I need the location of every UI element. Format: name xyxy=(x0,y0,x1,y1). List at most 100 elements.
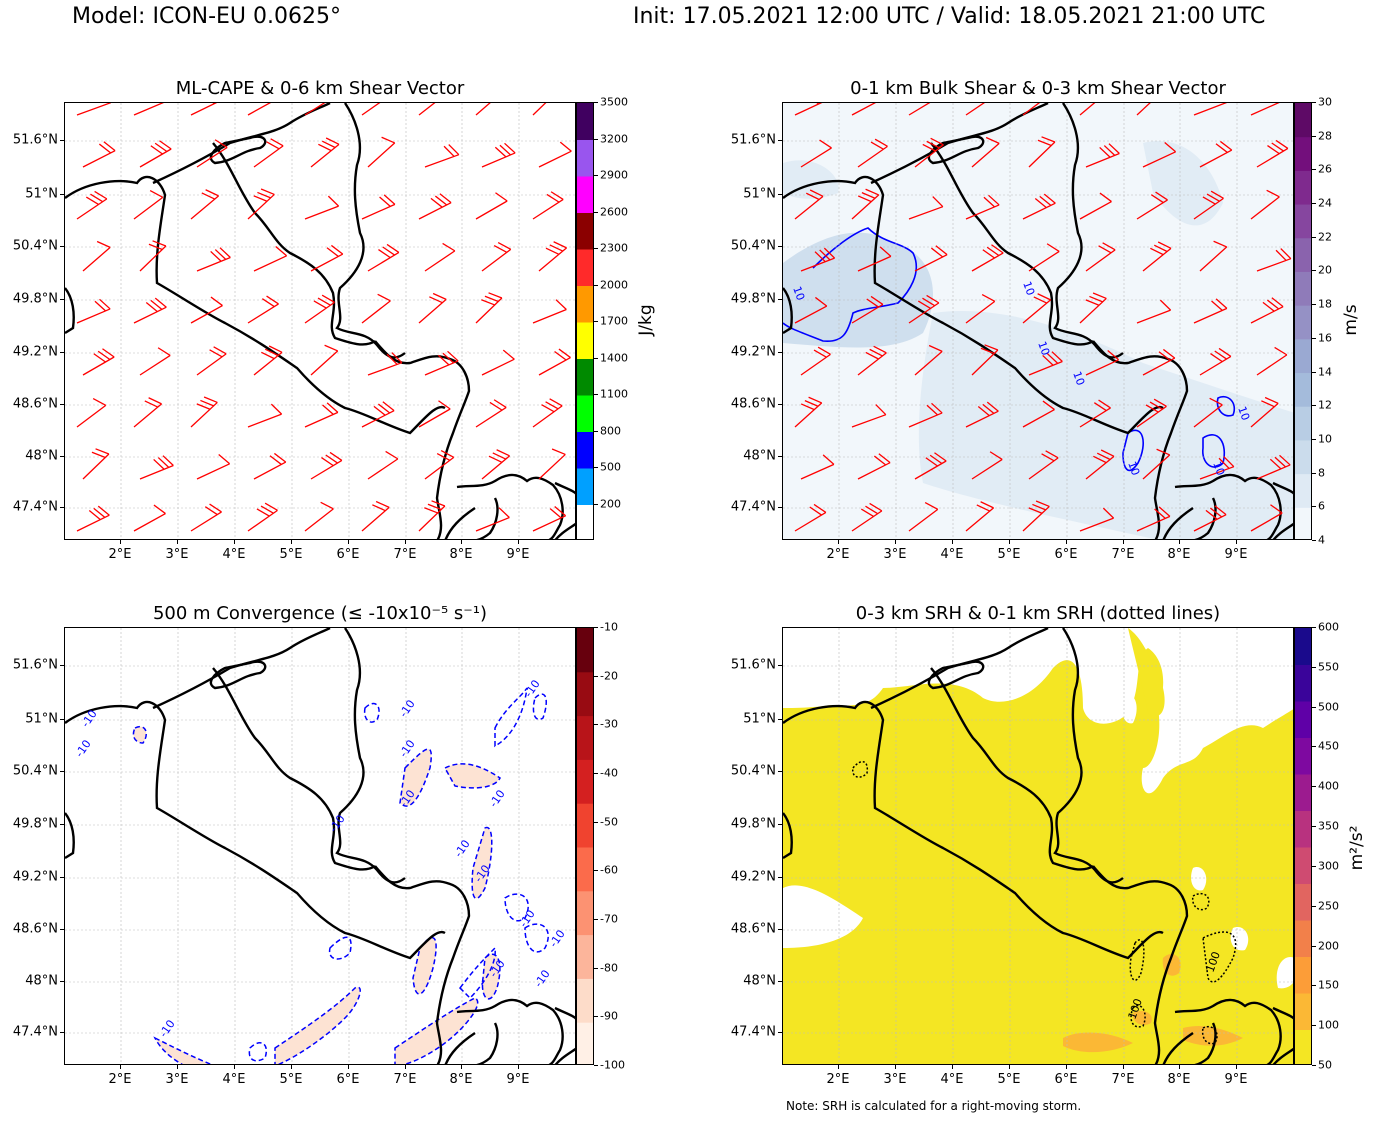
shear-barb xyxy=(1079,192,1112,220)
shear-barb xyxy=(304,294,335,324)
shear-barb xyxy=(82,348,115,376)
colorbar-segment xyxy=(577,847,593,892)
srh-panel-title: 0-3 km SRH & 0-1 km SRH (dotted lines) xyxy=(855,603,1221,624)
shear-barb xyxy=(1250,504,1283,532)
lon-tick xyxy=(1179,540,1180,544)
lon-tick-label: 5°E xyxy=(997,547,1021,562)
lat-tick xyxy=(60,771,64,772)
colorbar-tick-label: 28 xyxy=(1318,129,1332,143)
shear-barb xyxy=(190,103,224,116)
shear-barb xyxy=(800,139,832,168)
colorbar-segment xyxy=(577,249,593,286)
lon-tick-label: 9°E xyxy=(506,1072,530,1087)
shear-barb xyxy=(361,293,391,324)
cape-map xyxy=(64,102,576,540)
colorbar-tick-label: -60 xyxy=(600,863,618,877)
shear-barb xyxy=(538,241,567,272)
shear-barb xyxy=(139,455,174,480)
shear-barb xyxy=(253,246,288,272)
colorbar-segment xyxy=(577,395,593,432)
lon-tick xyxy=(838,540,839,544)
shear-barb xyxy=(139,347,171,376)
shear-barb xyxy=(1142,348,1176,376)
colorbar-tick-label: 50 xyxy=(1318,1058,1332,1072)
colorbar-tick-label: 12 xyxy=(1318,398,1332,412)
shear-barb xyxy=(82,240,111,272)
shear-barb xyxy=(1136,103,1164,116)
colorbar-segment xyxy=(1295,406,1311,441)
colorbar-segment xyxy=(577,139,593,177)
convergence-contour xyxy=(399,748,432,807)
shear-barb xyxy=(475,292,503,324)
shear-barb xyxy=(304,103,336,116)
srh-colorbar-ticks: 600 550 500 450 400 350 300 250 200 150 100 50 xyxy=(1312,621,1352,1072)
convergence-contour-label: -10 xyxy=(532,968,553,990)
shear-barb xyxy=(1199,456,1235,480)
shear-barb xyxy=(310,137,340,168)
shear-barb xyxy=(475,507,510,532)
lon-tick xyxy=(1236,1065,1237,1069)
shear-barb xyxy=(361,401,395,428)
shear-barb xyxy=(1256,454,1291,480)
shear-barb xyxy=(247,295,279,324)
shear-barb xyxy=(418,103,448,116)
lon-tick xyxy=(895,1065,896,1069)
lon-tick xyxy=(1179,1065,1180,1069)
shear-barb xyxy=(481,349,515,376)
lat-tick-label: 47.4°N xyxy=(730,499,776,515)
shear-barb xyxy=(1136,299,1172,324)
colorbar-tick-label: 1100 xyxy=(600,387,628,401)
colorbar-segment xyxy=(577,759,593,804)
colorbar-tick-label: 4 xyxy=(1318,533,1325,547)
lon-tick xyxy=(177,1065,178,1069)
convergence-contour xyxy=(248,1042,267,1062)
shear-barb xyxy=(424,350,459,376)
shear-barb xyxy=(1028,136,1056,168)
lat-tick xyxy=(778,140,782,141)
shear-colorbar xyxy=(1294,102,1312,540)
shear-contour-label: 10 xyxy=(1020,280,1037,298)
shear-barb xyxy=(800,454,835,480)
country-borders xyxy=(65,628,575,1064)
lon-tick xyxy=(461,1065,462,1069)
lat-tick-label: 49.2°N xyxy=(12,344,58,360)
colorbar-tick-label: 100 xyxy=(1318,1018,1339,1032)
colorbar-tick-label: -30 xyxy=(600,717,618,731)
shear-barb xyxy=(1085,449,1115,480)
lon-tick-label: 2°E xyxy=(108,1072,132,1087)
srh01-contour xyxy=(1202,931,1237,983)
shear-barb xyxy=(1022,500,1050,532)
lon-tick-label: 3°E xyxy=(165,547,189,562)
colorbar-tick-label: -50 xyxy=(600,815,618,829)
shear-barb xyxy=(908,402,943,428)
convergence-contour xyxy=(412,936,437,995)
lat-tick xyxy=(778,246,782,247)
colorbar-tick-label: 200 xyxy=(1318,939,1339,953)
shear-contour-label: 10 xyxy=(790,285,807,303)
shear-barb xyxy=(532,191,564,220)
lon-tick-label: 2°E xyxy=(826,547,850,562)
lat-tick-label: 48.6°N xyxy=(12,396,58,412)
colorbar-tick-label: 350 xyxy=(1318,819,1339,833)
shear-map: 10 10 10 10 10 10 10 xyxy=(782,102,1294,540)
shear-barb xyxy=(851,295,884,324)
lon-tick-label: 5°E xyxy=(279,1072,303,1087)
shear-barb xyxy=(418,400,451,428)
lon-tick-label: 4°E xyxy=(222,547,246,562)
lat-tick-label: 51.6°N xyxy=(730,132,776,148)
colorbar-segment xyxy=(577,628,593,673)
shear-barb xyxy=(1250,396,1279,428)
lat-tick-label: 47.4°N xyxy=(12,1024,58,1040)
srh-colorbar-label: m²/s² xyxy=(1347,825,1367,871)
shear-barb xyxy=(1256,139,1289,168)
lon-tick-label: 7°E xyxy=(1111,1072,1135,1087)
lat-tick xyxy=(60,665,64,666)
shear-barb xyxy=(475,103,504,116)
colorbar-tick-label: 20 xyxy=(1318,263,1332,277)
lat-tick xyxy=(778,771,782,772)
convergence-contour xyxy=(394,997,479,1064)
lon-tick xyxy=(291,1065,292,1069)
shear-barb xyxy=(538,448,566,480)
lon-tick-label: 4°E xyxy=(940,547,964,562)
shear-barb xyxy=(253,138,284,168)
